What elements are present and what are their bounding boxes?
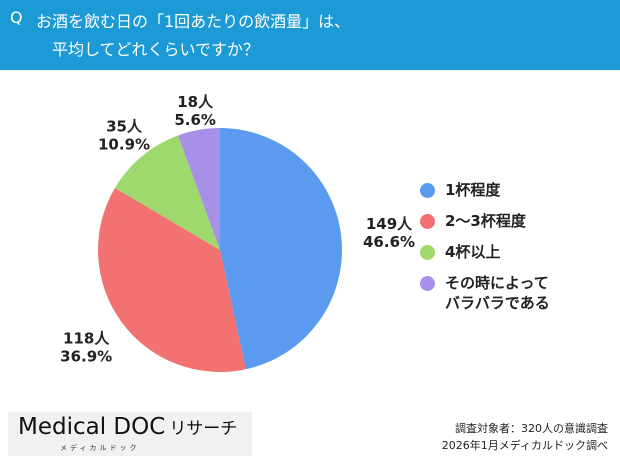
slice-count-label: 118人 — [63, 330, 110, 348]
legend-dot — [420, 183, 435, 198]
legend-label: 4杯以上 — [445, 243, 501, 261]
legend-dot — [420, 214, 435, 229]
pie-slice — [177, 128, 220, 250]
slice-percent-label: 36.9% — [60, 348, 112, 366]
legend-label: 2〜3杯程度 — [445, 212, 526, 230]
legend-dot — [420, 245, 435, 260]
logo-sub: メディカルドック — [60, 444, 140, 452]
pie-slice — [220, 128, 342, 370]
logo-text: Medical DOC リサーチ — [18, 414, 237, 440]
slice-percent-label: 46.6% — [363, 233, 415, 251]
slice-count-label: 35人 — [106, 118, 143, 136]
logo-kana: リサーチ — [169, 419, 238, 439]
legend-item: その時によって バラバラである — [420, 273, 550, 313]
question-header: Q お酒を飲む日の「1回あたりの飲酒量」は、 平均してどれくらいですか？ — [0, 0, 620, 70]
legend-label-line1: その時によって — [445, 274, 549, 292]
pie-slice — [114, 135, 220, 250]
legend-item: 4杯以上 — [420, 242, 550, 262]
slice-count-label: 149人 — [366, 215, 413, 233]
q-marker: Q — [10, 8, 23, 27]
slice-count-label: 18人 — [177, 93, 214, 111]
pie-slice — [98, 187, 246, 372]
legend: 1杯程度 2〜3杯程度 4杯以上 その時によって バラバラである — [420, 180, 550, 324]
question-line-1: お酒を飲む日の「1回あたりの飲酒量」は、 — [36, 12, 351, 31]
legend-dot — [420, 276, 435, 291]
legend-item: 1杯程度 — [420, 180, 550, 200]
logo-main: Medical DOC — [18, 414, 166, 440]
footer-line-2: 2026年1月メディカルドック調べ — [441, 439, 608, 452]
legend-label: その時によって バラバラである — [445, 273, 550, 313]
medical-doc-logo: Medical DOC リサーチ メディカルドック — [8, 412, 252, 456]
legend-item: 2〜3杯程度 — [420, 211, 550, 231]
legend-label-line2: バラバラである — [445, 294, 550, 312]
slice-percent-label: 10.9% — [98, 136, 150, 154]
question-line-2: 平均してどれくらいですか？ — [52, 40, 260, 59]
legend-label: 1杯程度 — [445, 181, 501, 199]
footer-note: 調査対象者：320人の意識調査 2026年1月メディカルドック調べ — [442, 420, 608, 454]
slice-percent-label: 5.6% — [174, 111, 216, 129]
footer-line-1: 調査対象者：320人の意識調査 — [455, 422, 608, 435]
